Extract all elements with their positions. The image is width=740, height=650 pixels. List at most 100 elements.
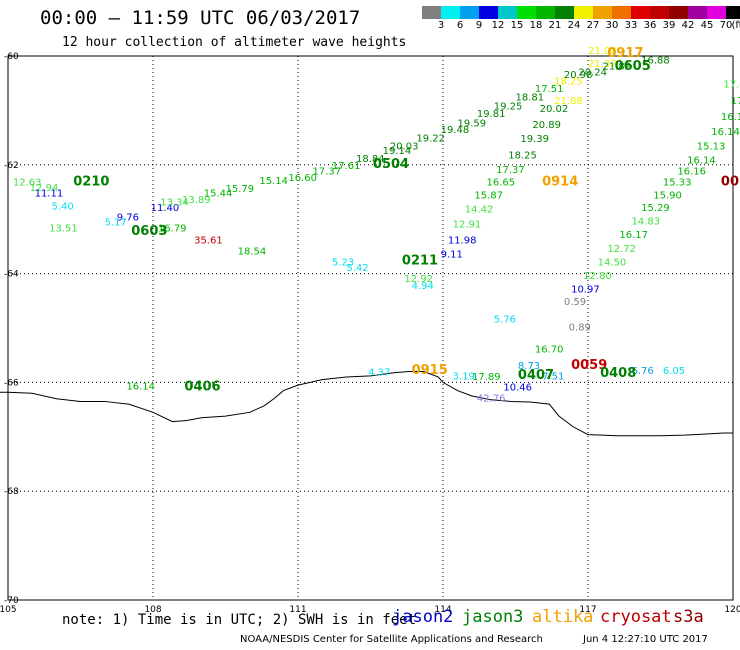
wave-height-label: 15.29 [641, 203, 670, 214]
wave-height-label: 8.73 [518, 361, 540, 372]
wave-height-label: 9.76 [117, 212, 139, 223]
color-scale-tick: (ft) [731, 20, 740, 31]
chart-title: 00:00 – 11:59 UTC 06/03/2017 [40, 7, 361, 29]
wave-height-label: 17.4 [723, 80, 740, 91]
wave-height-label: 21.08 [588, 46, 617, 57]
wave-height-label: 15.87 [474, 191, 503, 202]
wave-height-label: 13.51 [49, 224, 78, 235]
wave-height-label: 15.79 [226, 184, 255, 195]
longitude-label: 120 [724, 605, 740, 615]
pass-time-label: 0211 [402, 253, 438, 268]
credit-line: NOAA/NESDIS Center for Satellite Applica… [240, 634, 543, 645]
color-scale-tick: 42 [681, 20, 695, 31]
latitude-label: -64 [4, 270, 19, 280]
color-swatch [479, 6, 498, 19]
wave-height-label: 19.14 [383, 146, 412, 157]
color-scale-tick: 18 [529, 20, 543, 31]
wave-height-label: 13.89 [182, 195, 211, 206]
wave-height-label: 20.02 [540, 104, 569, 115]
wave-height-label: 11.11 [35, 188, 64, 199]
wave-height-label: 19.25 [494, 101, 523, 112]
wave-height-label: 18.25 [554, 76, 583, 87]
wave-height-label: 3.19 [453, 372, 475, 383]
color-swatch [707, 6, 726, 19]
longitude-label: 108 [144, 605, 161, 615]
color-swatch [441, 6, 460, 19]
wave-height-label: 5.17 [105, 218, 127, 229]
wave-height-label: 20.98 [564, 70, 593, 81]
color-swatch [688, 6, 707, 19]
wave-height-label: 11.98 [448, 236, 477, 247]
wave-height-label: 20.03 [390, 142, 419, 153]
wave-height-label: 17.37 [496, 165, 525, 176]
pass-time-label: 0210 [73, 174, 109, 189]
color-scale-tick: 12 [491, 20, 505, 31]
wave-height-label: 0.89 [569, 323, 591, 334]
color-swatch [726, 6, 740, 19]
color-scale-tick: 15 [510, 20, 524, 31]
wave-height-label: 16.60 [288, 173, 317, 184]
color-scale-tick: 3 [437, 20, 445, 31]
units-note: note: 1) Time is in UTC; 2) SWH is in fe… [62, 612, 417, 628]
wave-height-label: 5.40 [52, 201, 74, 212]
wave-height-label: 16.70 [535, 344, 564, 355]
wave-height-label: 16.16 [677, 167, 706, 178]
wave-height-label: 7.51 [542, 372, 564, 383]
wave-height-label: 19.59 [458, 119, 487, 130]
longitude-label: 117 [579, 605, 596, 615]
wave-height-label: 4.37 [368, 367, 390, 378]
color-swatch [650, 6, 669, 19]
generated-timestamp: Jun 4 12:27:10 UTC 2017 [583, 634, 708, 645]
wave-height-label: 12.94 [30, 183, 59, 194]
latitude-label: -60 [4, 52, 19, 62]
pass-time-label: 0408 [600, 366, 636, 381]
wave-height-label: 5.42 [346, 263, 368, 274]
color-scale-tick: 45 [700, 20, 714, 31]
color-swatch [422, 6, 441, 19]
wave-height-label: 17.61 [332, 161, 361, 172]
pass-time-label: 0917 [607, 46, 643, 61]
wave-height-label: 18.81 [516, 93, 545, 104]
wave-height-label: 17.4 [731, 96, 740, 107]
wave-height-label: 16.14 [126, 381, 155, 392]
pass-time-label: 0504 [373, 157, 409, 172]
wave-height-label: 18.54 [238, 247, 267, 258]
color-swatch [593, 6, 612, 19]
color-scale-tick: 6 [456, 20, 464, 31]
wave-height-label: 12.63 [13, 177, 42, 188]
wave-height-label: 4.94 [412, 281, 434, 292]
wave-height-label: 9.11 [441, 249, 463, 260]
legend-item-altika: altika [532, 607, 594, 627]
color-swatch [498, 6, 517, 19]
color-scale-tick: 39 [662, 20, 676, 31]
longitude-label: 111 [289, 605, 306, 615]
pass-time-label: 0407 [518, 368, 554, 383]
wave-height-label: 17.89 [472, 372, 501, 383]
wave-height-label: 6.76 [632, 366, 654, 377]
wave-height-label: 12.72 [607, 244, 636, 255]
map-frame [7, 55, 734, 601]
wave-height-label: 42.76 [477, 393, 506, 404]
color-scale-bar [422, 6, 740, 19]
wave-height-label: 19.48 [441, 125, 470, 136]
wave-height-label: 15.13 [697, 142, 726, 153]
pass-time-label: 0914 [542, 174, 578, 189]
wave-height-label: 16.88 [641, 56, 670, 67]
color-swatch [555, 6, 574, 19]
color-scale-tick: 27 [586, 20, 600, 31]
wave-height-label: 35.61 [194, 236, 223, 247]
longitude-label: 114 [434, 605, 451, 615]
wave-height-label: 17.51 [535, 84, 564, 95]
wave-height-label: 5.23 [332, 257, 354, 268]
wave-height-label: 16.14 [711, 127, 740, 138]
wave-height-label: 15.90 [653, 191, 682, 202]
latitude-label: -66 [4, 378, 19, 388]
color-swatch [669, 6, 688, 19]
wave-height-label: 10.46 [503, 383, 532, 394]
wave-height-label: 14.42 [465, 205, 494, 216]
wave-height-label: 19.39 [520, 134, 549, 145]
latitude-label: -70 [4, 596, 19, 606]
wave-height-label: 18.25 [508, 150, 537, 161]
wave-height-label: 6.05 [663, 366, 685, 377]
